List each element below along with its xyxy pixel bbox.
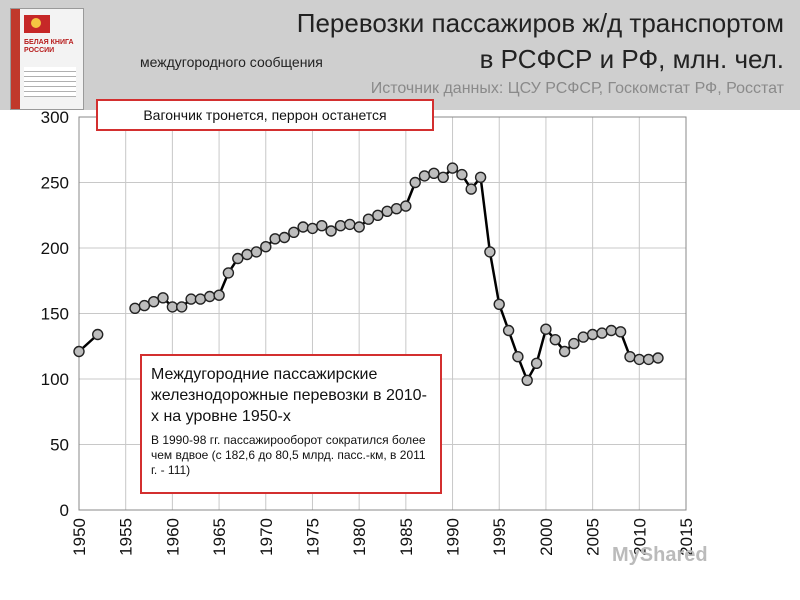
y-tick-label: 0	[60, 501, 69, 520]
data-point	[147, 296, 160, 308]
y-tick-label: 200	[41, 239, 69, 258]
y-tick-label: 250	[41, 174, 69, 193]
data-point	[73, 345, 85, 358]
data-point	[157, 292, 169, 304]
book-cover-text-lines	[24, 67, 76, 97]
y-tick-label: 150	[41, 305, 69, 324]
callout-main-note: В 1990-98 гг. пассажирооборот сократился…	[151, 433, 426, 477]
data-point	[297, 221, 309, 233]
x-tick-label: 1995	[490, 518, 509, 556]
data-point	[91, 328, 104, 341]
data-point	[372, 209, 384, 222]
x-tick-label: 1985	[397, 518, 416, 556]
data-point	[652, 352, 664, 364]
data-point	[428, 167, 440, 180]
book-cover-title: БЕЛАЯ КНИГА РОССИИ	[24, 39, 74, 54]
data-point	[558, 345, 571, 358]
data-point	[605, 324, 617, 337]
data-point	[232, 252, 244, 265]
data-point	[222, 267, 235, 279]
data-point	[390, 202, 403, 215]
x-tick-label: 1990	[444, 518, 463, 556]
data-point	[530, 357, 543, 369]
data-point	[381, 205, 393, 218]
data-point	[325, 225, 337, 237]
x-tick-label: 2005	[584, 518, 603, 556]
data-point	[540, 323, 552, 335]
x-tick-label: 1955	[117, 518, 136, 556]
x-tick-label: 2010	[630, 518, 649, 556]
callout-main-title: Междугородние пассажирские железнодорожн…	[151, 366, 427, 425]
y-tick-label: 300	[41, 108, 69, 127]
data-point	[353, 221, 365, 233]
data-point	[250, 246, 263, 258]
data-point	[213, 289, 225, 301]
data-point	[549, 334, 561, 346]
data-point	[138, 299, 151, 312]
watermark: MyShared	[612, 544, 708, 566]
data-point	[362, 213, 375, 225]
data-point	[418, 170, 431, 182]
book-spine	[11, 9, 20, 109]
data-point	[260, 240, 272, 253]
data-point	[194, 293, 207, 305]
y-tick-label: 100	[41, 370, 69, 389]
data-point	[306, 222, 319, 235]
x-tick-label: 2015	[677, 518, 696, 556]
data-point	[493, 298, 505, 310]
data-point	[241, 248, 253, 261]
data-point	[474, 171, 487, 184]
data-point	[596, 327, 608, 339]
data-point	[278, 231, 291, 244]
x-tick-label: 1975	[303, 518, 322, 556]
data-point	[203, 290, 216, 303]
book-cover-image: БЕЛАЯ КНИГА РОССИИ	[10, 8, 84, 110]
data-point	[400, 200, 412, 212]
x-tick-label: 2000	[537, 518, 556, 556]
data-point	[633, 353, 645, 366]
chart-source: Источник данных: ЦСУ РСФСР, Госкомстат Р…	[370, 80, 784, 97]
data-point	[624, 351, 636, 363]
data-point	[586, 328, 599, 341]
data-point	[185, 293, 197, 305]
data-point	[642, 353, 655, 366]
data-point	[166, 301, 179, 313]
chart-title-line2-large: в РСФСР и РФ, млн. чел.	[479, 44, 784, 74]
chart-title-line2-small: междугородного сообщения	[140, 54, 323, 70]
data-point	[512, 351, 524, 363]
book-emblem-icon	[24, 15, 50, 33]
chart-points	[73, 162, 664, 386]
data-point	[316, 219, 328, 232]
data-point	[129, 302, 141, 314]
series-line-2	[134, 166, 659, 382]
data-point	[568, 337, 580, 350]
x-tick-label: 1970	[257, 518, 276, 556]
data-point	[465, 183, 477, 195]
data-point	[521, 374, 533, 386]
data-point	[344, 218, 356, 231]
header-band	[0, 0, 800, 110]
data-point	[437, 171, 449, 184]
data-point	[446, 162, 459, 174]
data-point	[288, 226, 300, 239]
x-tick-label: 1960	[163, 518, 182, 556]
data-point	[409, 176, 421, 189]
x-tick-label: 1950	[70, 518, 89, 556]
y-tick-label: 50	[50, 436, 69, 455]
callout-main: Междугородние пассажирские железнодорожн…	[140, 354, 442, 494]
data-point	[175, 301, 188, 313]
x-tick-label: 1965	[210, 518, 229, 556]
data-point	[269, 233, 281, 245]
data-point	[334, 219, 347, 232]
data-point	[456, 168, 468, 181]
data-point	[484, 246, 496, 258]
x-tick-label: 1980	[350, 518, 369, 556]
data-point	[614, 326, 627, 338]
chart-axes: 1950 1955 1960 1965 1970 1975 1980 1985 1990 1995…	[41, 108, 696, 556]
callout-top: Вагончик тронется, перрон останется	[96, 99, 434, 131]
data-point	[502, 324, 515, 337]
data-point	[577, 331, 589, 343]
chart-title-line1: Перевозки пассажиров ж/д транспортом	[296, 8, 784, 38]
